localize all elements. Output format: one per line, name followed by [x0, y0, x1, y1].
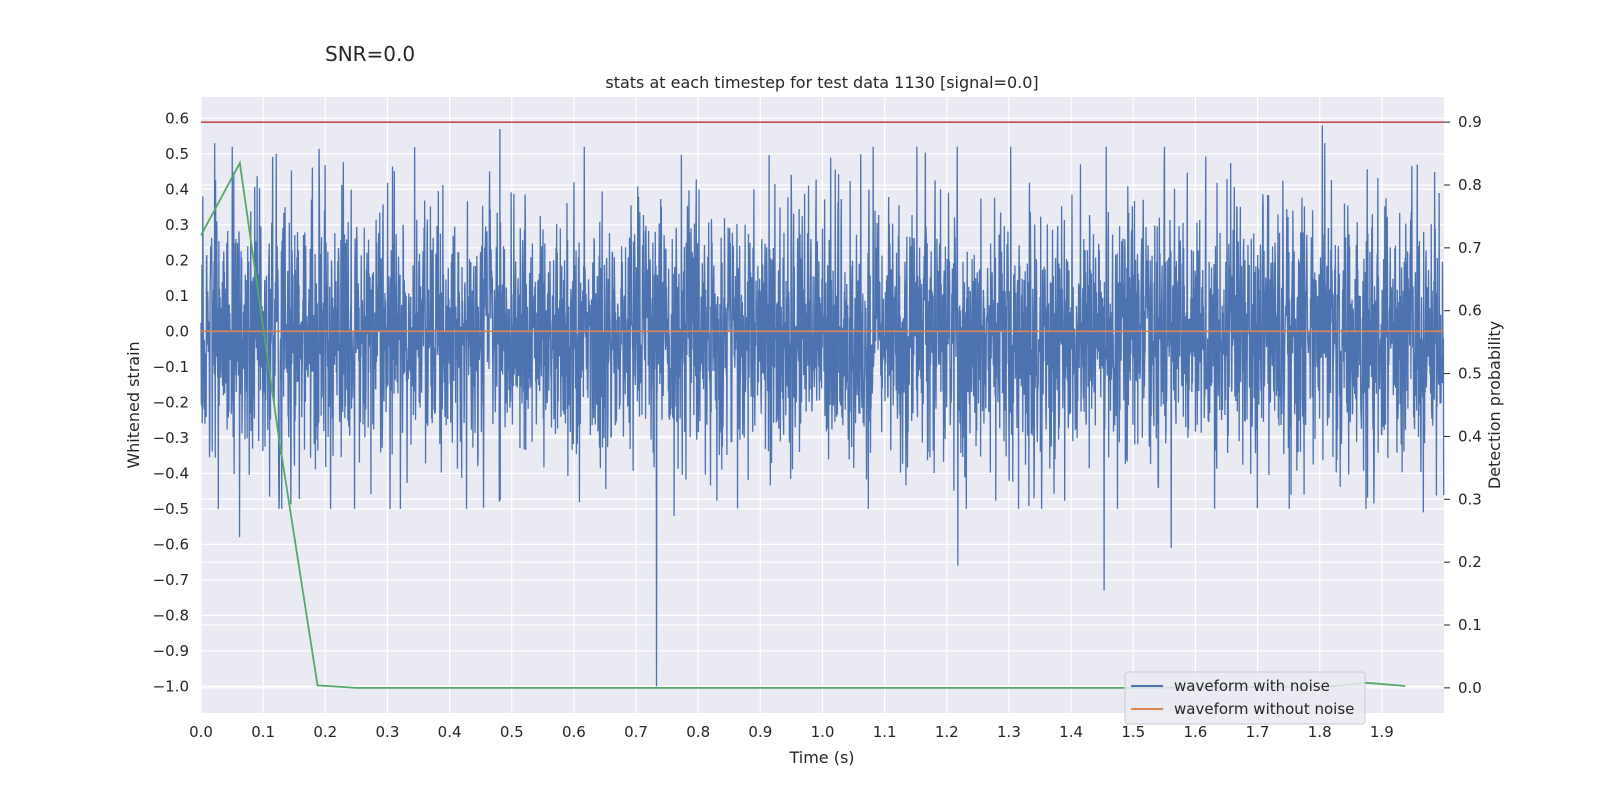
- y-tick-label-6: 0.0: [165, 322, 189, 340]
- y2-tick-label-1: 0.8: [1458, 176, 1482, 194]
- x-tick-label-6: 0.6: [562, 723, 586, 741]
- x-tick-label-9: 0.9: [748, 723, 772, 741]
- y2-tick-label-2: 0.7: [1458, 239, 1482, 257]
- y-tick-label-12: −0.6: [153, 535, 189, 553]
- x-tick-label-11: 1.1: [873, 723, 897, 741]
- y2-tick-label-7: 0.2: [1458, 553, 1482, 571]
- y-tick-label-1: 0.5: [165, 145, 189, 163]
- x-tick-label-14: 1.4: [1059, 723, 1083, 741]
- y-tick-label-14: −0.8: [153, 606, 189, 624]
- x-tick-label-7: 0.7: [624, 723, 648, 741]
- x-tick-label-3: 0.3: [376, 723, 400, 741]
- x-tick-label-5: 0.5: [500, 723, 524, 741]
- legend-label-waveform-with-noise: waveform with noise: [1174, 677, 1330, 695]
- y2-axis-label: Detection probability: [1485, 321, 1504, 489]
- x-tick-label-2: 0.2: [313, 723, 337, 741]
- x-tick-label-19: 1.9: [1370, 723, 1394, 741]
- legend: waveform with noise waveform without noi…: [1124, 671, 1366, 725]
- y2-tick-label-3: 0.6: [1458, 302, 1482, 320]
- y-tick-label-13: −0.7: [153, 571, 189, 589]
- y-tick-label-10: −0.4: [153, 464, 189, 482]
- x-axis-label: Time (s): [788, 748, 854, 767]
- y-tick-label-8: −0.2: [153, 393, 189, 411]
- x-tick-label-18: 1.8: [1308, 723, 1332, 741]
- y-tick-label-15: −0.9: [153, 642, 189, 660]
- y-axis-ticks: 0.6 0.5 0.4 0.3 0.2 0.1 0.0 −0.1 −0.2 −0.3 −0.4 −0.…: [153, 109, 189, 695]
- x-axis-ticks: 0.0 0.1 0.2 0.3 0.4 0.5 0.6 0.7 0.8 0.9 1.0 1.1 1.2 1…: [189, 723, 1394, 741]
- y2-axis-ticks: 0.9 0.8 0.7 0.6 0.5 0.4 0.3 0.2 0.1 0.0: [1444, 113, 1482, 697]
- y2-tick-label-4: 0.5: [1458, 365, 1482, 383]
- y2-tick-label-6: 0.3: [1458, 490, 1482, 508]
- y-tick-label-2: 0.4: [165, 180, 189, 198]
- y-tick-label-7: −0.1: [153, 358, 189, 376]
- y2-tick-label-0: 0.9: [1458, 113, 1482, 131]
- y2-tick-label-8: 0.1: [1458, 616, 1482, 634]
- legend-label-waveform-without-noise: waveform without noise: [1174, 700, 1354, 718]
- x-tick-label-10: 1.0: [811, 723, 835, 741]
- y-tick-label-0: 0.6: [165, 109, 189, 127]
- x-tick-label-0: 0.0: [189, 723, 213, 741]
- y2-tick-label-5: 0.4: [1458, 427, 1482, 445]
- series-waveform-with-noise: [200, 125, 1445, 687]
- y-tick-label-16: −1.0: [153, 677, 189, 695]
- y-tick-label-11: −0.5: [153, 500, 189, 518]
- x-tick-label-15: 1.5: [1121, 723, 1145, 741]
- chart-title: stats at each timestep for test data 113…: [605, 73, 1038, 92]
- x-tick-label-16: 1.6: [1183, 723, 1207, 741]
- legend-box: [1124, 671, 1366, 725]
- y-tick-label-4: 0.2: [165, 251, 189, 269]
- x-tick-label-8: 0.8: [686, 723, 710, 741]
- x-tick-label-13: 1.3: [997, 723, 1021, 741]
- x-tick-label-1: 0.1: [251, 723, 275, 741]
- x-tick-label-4: 0.4: [438, 723, 462, 741]
- x-tick-label-17: 1.7: [1246, 723, 1270, 741]
- y-tick-label-3: 0.3: [165, 216, 189, 234]
- y2-tick-label-9: 0.0: [1458, 679, 1482, 697]
- y-tick-label-5: 0.1: [165, 287, 189, 305]
- y-axis-label: Whitened strain: [124, 341, 143, 468]
- x-tick-label-12: 1.2: [935, 723, 959, 741]
- y-tick-label-9: −0.3: [153, 429, 189, 447]
- figure-suptitle: SNR=0.0: [325, 42, 415, 66]
